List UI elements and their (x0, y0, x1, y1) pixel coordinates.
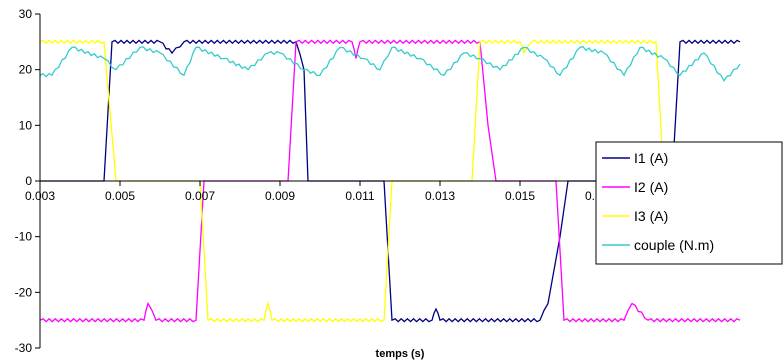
y-tick-label: -30 (15, 341, 33, 355)
x-tick-label: 0.009 (265, 189, 295, 203)
legend-box (595, 141, 783, 265)
x-tick-label: 0.015 (505, 189, 535, 203)
y-tick-label: 10 (19, 118, 33, 132)
series-line-1 (40, 39, 741, 323)
legend-label-4: couple (N.m) (634, 237, 714, 253)
x-tick-label: 0.013 (425, 189, 455, 203)
x-tick-label: 0.011 (345, 189, 374, 203)
y-tick-label: 20 (19, 63, 33, 77)
y-tick-label: -20 (15, 285, 33, 299)
legend-label-1: I1 (A) (634, 150, 668, 166)
legend-label-3: I3 (A) (634, 208, 668, 224)
y-tick-label: -10 (15, 230, 33, 244)
y-tick-label: 0 (25, 174, 32, 188)
tick-labels: 30 20 10 0 -10 -20 -30 0.003 0.005 0.007 0.009 0.01… (15, 7, 616, 355)
legend: I1 (A) I2 (A) I3 (A) couple (N.m) (595, 141, 783, 265)
y-tick-label: 30 (19, 7, 33, 21)
x-axis-title: temps (s) (376, 348, 425, 360)
x-tick-label: 0.003 (25, 189, 55, 203)
x-tick-label: 0.005 (105, 189, 135, 203)
plot-area (39, 39, 741, 323)
legend-label-2: I2 (A) (634, 179, 668, 195)
series-line-2 (39, 39, 741, 323)
x-tick-label: 0.007 (185, 189, 215, 203)
series-line-3 (39, 39, 740, 323)
series-line-4 (39, 45, 741, 83)
